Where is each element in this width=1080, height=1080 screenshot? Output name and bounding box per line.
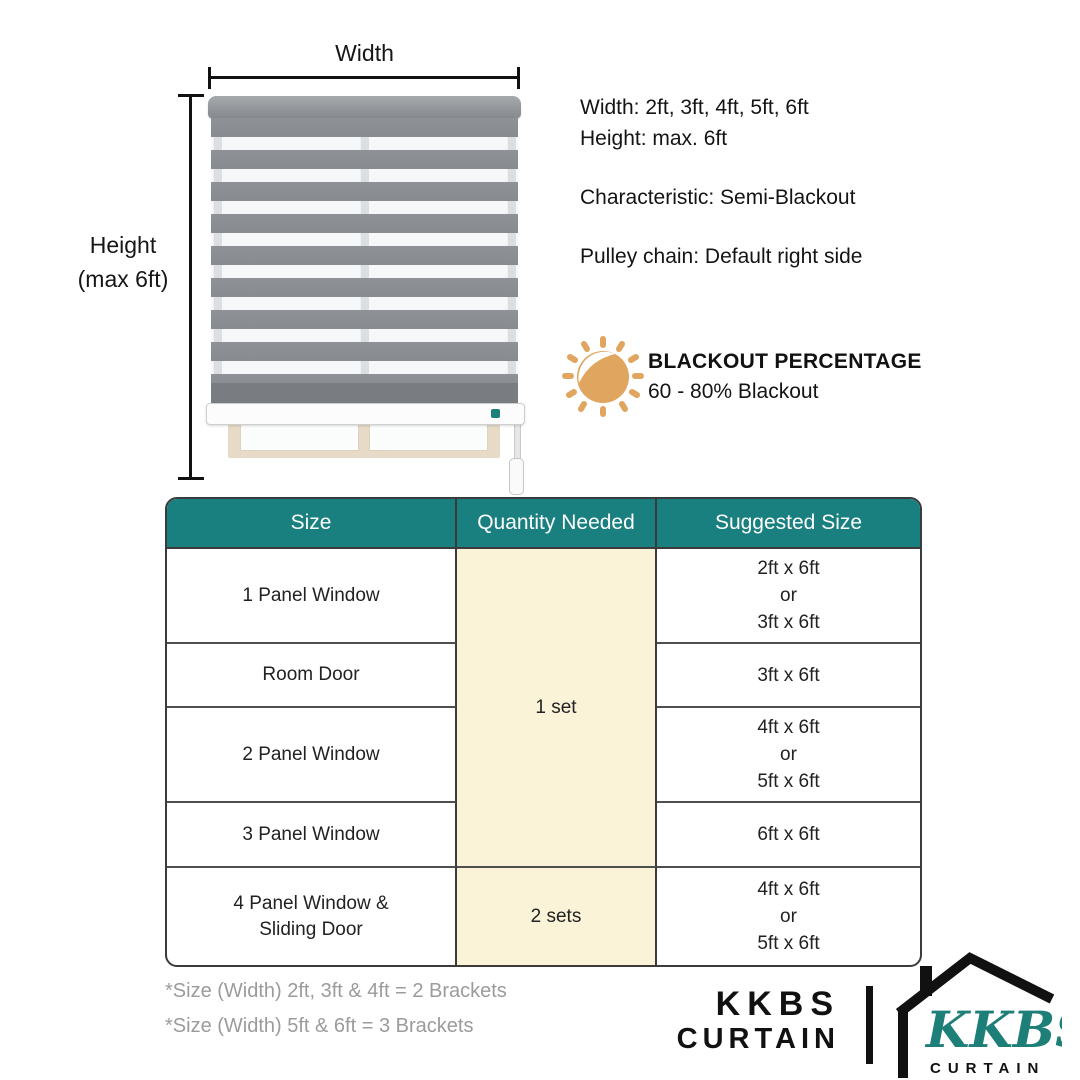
table-row-size: 2 Panel Window bbox=[167, 706, 457, 801]
height-measure-line bbox=[178, 94, 204, 480]
measure-tick bbox=[517, 67, 520, 89]
suggested-size-line: 3ft x 6ft bbox=[757, 664, 820, 686]
suggested-size-line: or bbox=[780, 906, 797, 927]
table-header-suggested: Suggested Size bbox=[657, 499, 920, 549]
bracket-note-2: *Size (Width) 5ft & 6ft = 3 Brackets bbox=[165, 1015, 474, 1037]
pulley-chain bbox=[514, 418, 521, 462]
table-row-size-text: 4 Panel Window & Sliding Door bbox=[233, 892, 389, 940]
blind-bottom-stripe bbox=[211, 383, 518, 403]
blind-brand-dot bbox=[491, 409, 500, 418]
spec-width-options: Width: 2ft, 3ft, 4ft, 5ft, 6ft bbox=[580, 96, 809, 119]
blind-cassette-rail bbox=[208, 96, 521, 118]
spec-pulley-chain: Pulley chain: Default right side bbox=[580, 245, 863, 268]
blind-bottom-rail bbox=[206, 403, 525, 425]
measure-tick bbox=[208, 67, 211, 89]
measure-tick bbox=[178, 94, 204, 97]
pulley-chain-weight bbox=[509, 458, 524, 495]
table-row-size: Room Door bbox=[167, 642, 457, 706]
brand-wordmark: KKBS CURTAIN bbox=[600, 986, 840, 1056]
blind-zebra-stripes bbox=[211, 118, 518, 403]
suggested-size-cell: 3ft x 6ft bbox=[657, 642, 920, 706]
quantity-cell-one-set: 1 set bbox=[457, 549, 657, 866]
suggested-size-line: 6ft x 6ft bbox=[757, 824, 820, 845]
suggested-size-line: 4ft x 6ft bbox=[757, 879, 820, 900]
height-dimension-label: Height (max 6ft) bbox=[58, 228, 188, 296]
blackout-percentage-value: 60 - 80% Blackout bbox=[648, 380, 819, 403]
suggested-size-line: 2ft x 6ft bbox=[757, 558, 820, 579]
measure-tick bbox=[178, 477, 204, 480]
zebra-blind-illustration bbox=[206, 96, 525, 425]
table-header-size: Size bbox=[167, 499, 457, 549]
suggested-size-cell: 2ft x 6ft or 3ft x 6ft bbox=[657, 549, 920, 642]
blackout-percentage-title: BLACKOUT PERCENTAGE bbox=[648, 350, 922, 373]
suggested-size-cell: 4ft x 6ft or 5ft x 6ft bbox=[657, 866, 920, 965]
brand-divider bbox=[866, 986, 873, 1064]
size-guide-table: Size Quantity Needed Suggested Size 1 Pa… bbox=[165, 497, 922, 967]
width-dimension-label: Width bbox=[335, 40, 394, 66]
kkbs-house-logo: KKBS CURTAIN bbox=[895, 952, 1062, 1078]
logo-curtain-caption: CURTAIN bbox=[930, 1060, 1045, 1077]
table-header-quantity: Quantity Needed bbox=[457, 499, 657, 549]
suggested-size-line: 4ft x 6ft bbox=[757, 717, 820, 738]
table-row-size: 3 Panel Window bbox=[167, 801, 457, 866]
blind-fabric bbox=[211, 118, 518, 403]
brand-wordmark-line2: CURTAIN bbox=[676, 1023, 840, 1055]
suggested-size-line: or bbox=[780, 744, 797, 765]
spec-height-max: Height: max. 6ft bbox=[580, 127, 728, 150]
suggested-size-line: 5ft x 6ft bbox=[757, 933, 820, 954]
sun-blackout-icon bbox=[562, 336, 644, 417]
bracket-note-1: *Size (Width) 2ft, 3ft & 4ft = 2 Bracket… bbox=[165, 980, 507, 1002]
table-row-size: 4 Panel Window & Sliding Door bbox=[167, 866, 457, 965]
height-label-line2: (max 6ft) bbox=[77, 266, 169, 292]
spec-characteristic: Characteristic: Semi-Blackout bbox=[580, 186, 856, 209]
table-row-size: 1 Panel Window bbox=[167, 549, 457, 642]
quantity-cell-two-sets: 2 sets bbox=[457, 866, 657, 965]
brand-wordmark-line1: KKBS bbox=[715, 985, 840, 1023]
suggested-size-cell: 4ft x 6ft or 5ft x 6ft bbox=[657, 706, 920, 801]
suggested-size-line: 3ft x 6ft bbox=[757, 612, 820, 633]
width-measure-line bbox=[208, 67, 520, 89]
suggested-size-line: 5ft x 6ft bbox=[757, 771, 820, 792]
height-label-line1: Height bbox=[89, 232, 157, 258]
suggested-size-cell: 6ft x 6ft bbox=[657, 801, 920, 866]
suggested-size-line: or bbox=[780, 585, 797, 606]
logo-kkbs-script: KKBS bbox=[924, 1000, 1062, 1059]
